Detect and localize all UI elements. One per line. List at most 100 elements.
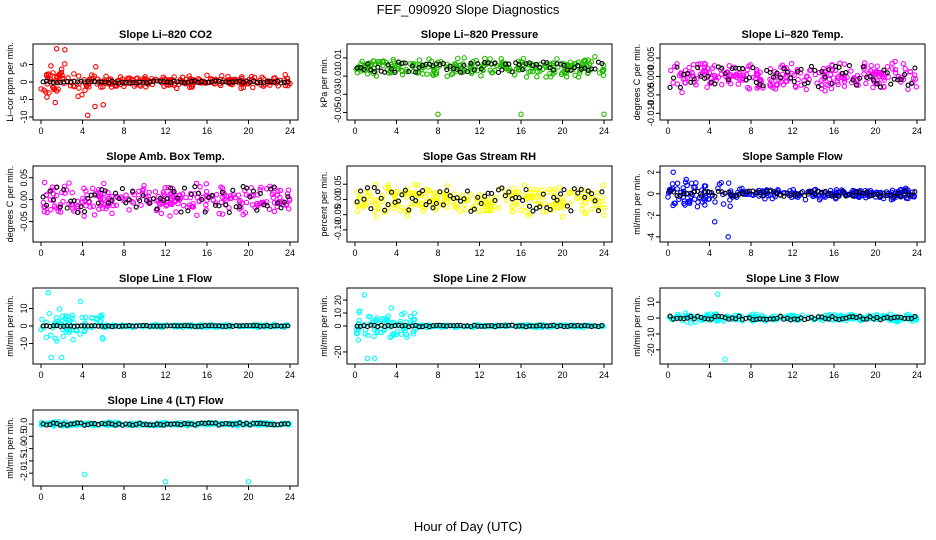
data-point bbox=[527, 186, 533, 193]
data-point bbox=[588, 206, 595, 212]
mean-point bbox=[526, 60, 533, 66]
data-point bbox=[100, 180, 107, 187]
data-point bbox=[834, 79, 841, 85]
data-point bbox=[82, 314, 89, 320]
data-point bbox=[600, 72, 607, 79]
data-point bbox=[194, 212, 200, 219]
data-point bbox=[514, 189, 520, 196]
data-point bbox=[863, 80, 869, 87]
outlier-point bbox=[48, 354, 55, 361]
y-tick-label: -0.05 bbox=[19, 211, 29, 232]
data-point bbox=[404, 334, 410, 340]
mean-point bbox=[416, 190, 422, 196]
data-point bbox=[411, 316, 418, 323]
mean-point bbox=[853, 82, 859, 88]
mean-point bbox=[695, 65, 701, 71]
data-point bbox=[75, 203, 81, 210]
data-point bbox=[833, 187, 840, 193]
data-point bbox=[900, 61, 907, 67]
mean-point bbox=[805, 80, 811, 86]
data-point bbox=[44, 94, 50, 100]
mean-point bbox=[561, 62, 567, 68]
mean-point bbox=[461, 196, 467, 202]
x-tick-label: 16 bbox=[516, 370, 526, 380]
x-tick-label: 16 bbox=[202, 492, 212, 502]
mean-point bbox=[867, 73, 873, 79]
data-point bbox=[520, 55, 527, 62]
data-point bbox=[579, 201, 586, 208]
data-point bbox=[669, 181, 676, 187]
data-point bbox=[394, 329, 401, 335]
y-tick-label: 0 bbox=[19, 79, 29, 84]
data-point bbox=[601, 212, 607, 218]
data-point bbox=[44, 209, 50, 216]
x-tick-label: 8 bbox=[121, 248, 126, 258]
data-point bbox=[543, 74, 549, 80]
data-point bbox=[488, 203, 494, 209]
mean-point bbox=[444, 188, 450, 194]
mean-point bbox=[47, 188, 53, 194]
data-point bbox=[496, 205, 502, 211]
data-point bbox=[444, 204, 450, 211]
panel-5: Slope Gas Stream RH 0 4 8 12 16 20 24 -0.10-0.05… bbox=[319, 151, 613, 258]
mean-point bbox=[506, 189, 512, 195]
data-point bbox=[239, 74, 245, 80]
x-tick-label: 0 bbox=[38, 492, 43, 502]
mean-point bbox=[285, 421, 291, 427]
mean-point bbox=[461, 63, 467, 69]
data-point bbox=[57, 201, 64, 208]
data-point bbox=[374, 329, 380, 336]
mean-point bbox=[881, 190, 887, 196]
data-point bbox=[271, 208, 278, 215]
mean-point bbox=[523, 187, 529, 193]
data-point bbox=[47, 197, 54, 203]
y-tick-label: -0.03 bbox=[333, 84, 343, 105]
mean-point bbox=[784, 69, 790, 75]
mean-point bbox=[812, 316, 818, 322]
data-point bbox=[377, 59, 383, 65]
mean-point bbox=[354, 199, 360, 205]
data-point bbox=[509, 208, 515, 215]
data-point bbox=[383, 316, 389, 323]
y-tick-label: -0.05 bbox=[333, 204, 343, 225]
x-tick-label: 8 bbox=[435, 126, 440, 136]
data-point bbox=[406, 189, 412, 196]
mean-point bbox=[78, 204, 84, 210]
data-point bbox=[250, 84, 256, 91]
mean-point bbox=[902, 72, 908, 78]
data-point bbox=[368, 193, 374, 199]
data-point bbox=[403, 207, 409, 214]
data-point bbox=[701, 60, 708, 67]
data-point bbox=[521, 192, 528, 198]
x-tick-label: 8 bbox=[121, 492, 126, 502]
x-tick-label: 24 bbox=[912, 248, 922, 258]
y-tick-label: 0.0 bbox=[19, 418, 29, 431]
mean-point bbox=[426, 199, 433, 205]
data-point bbox=[704, 84, 710, 90]
mean-point bbox=[471, 67, 477, 73]
data-point bbox=[720, 191, 726, 198]
mean-point bbox=[102, 188, 108, 194]
x-tick-label: 0 bbox=[38, 248, 43, 258]
data-point bbox=[89, 315, 95, 321]
x-tick-label: 8 bbox=[435, 370, 440, 380]
mean-point bbox=[864, 189, 870, 195]
mean-point bbox=[202, 209, 208, 215]
data-point bbox=[860, 192, 867, 199]
x-tick-label: 12 bbox=[787, 126, 797, 136]
y-tick-label: 0 bbox=[646, 191, 656, 196]
panel-title: Slope Li–820 CO2 bbox=[119, 29, 212, 41]
mean-point bbox=[475, 323, 481, 329]
mean-point bbox=[278, 205, 284, 211]
data-point bbox=[66, 180, 72, 186]
data-point bbox=[93, 64, 99, 70]
y-axis-label: ml/min per min. bbox=[5, 417, 15, 479]
data-point bbox=[826, 76, 833, 83]
data-point bbox=[682, 80, 688, 86]
data-point bbox=[884, 64, 891, 70]
data-point bbox=[457, 208, 463, 214]
data-point bbox=[719, 81, 725, 88]
outlier-point bbox=[81, 471, 88, 478]
panel-4: Slope Amb. Box Temp. 0 4 8 12 16 20 24 -0.05 0.00… bbox=[5, 151, 299, 258]
data-point bbox=[365, 199, 372, 206]
